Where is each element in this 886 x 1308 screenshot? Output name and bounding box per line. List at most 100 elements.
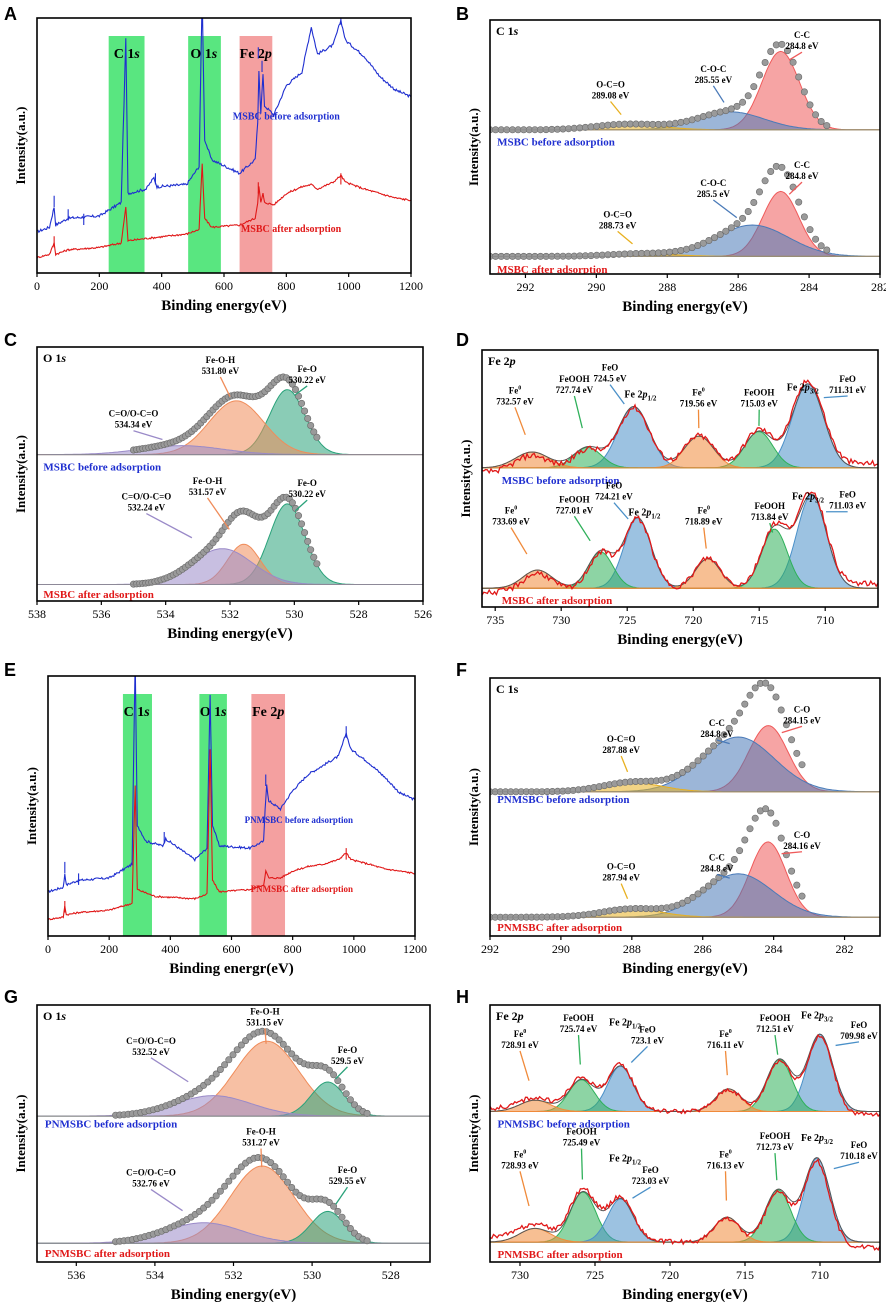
x-tick-label: 288	[658, 280, 676, 294]
data-point	[761, 58, 769, 66]
data-point	[716, 231, 724, 239]
x-tick-label: 532	[225, 1268, 243, 1282]
x-tick-label: 1000	[342, 942, 366, 956]
peak-energy: 531.15 eV	[246, 1017, 284, 1027]
peak-energy: 285.55 eV	[695, 75, 733, 85]
peak-energy: 709.98 eV	[840, 1031, 878, 1041]
orbital-label: Fe 2p3/2	[792, 492, 824, 505]
data-point	[788, 736, 796, 744]
data-point	[229, 1051, 237, 1059]
data-point	[705, 237, 713, 245]
peak-arrow	[724, 1050, 728, 1076]
peak-arrow	[150, 1057, 189, 1083]
data-point	[208, 1196, 216, 1204]
peak-name: Fe-O-H	[250, 1006, 280, 1016]
peak-energy: 287.94 eV	[602, 873, 640, 883]
data-point	[221, 1061, 229, 1069]
peak-name: FeOOH	[559, 374, 590, 384]
data-point	[772, 693, 780, 701]
peak-name: O-C=O	[607, 734, 636, 744]
x-tick-label: 715	[736, 1268, 754, 1282]
peak-name: C=O/O-C=O	[126, 1167, 176, 1177]
x-tick-label: 730	[552, 613, 570, 627]
orbital-label: Fe 2p3/2	[801, 1010, 833, 1023]
x-tick-label: 286	[694, 942, 712, 956]
data-point	[338, 1213, 346, 1221]
panel-label: A	[4, 4, 17, 24]
data-point	[298, 520, 306, 528]
peak-energy: 284.15 eV	[783, 715, 821, 725]
series-label: MSBC after adsorption	[502, 595, 612, 607]
element-band	[251, 694, 286, 936]
x-axis-label: Binding energy(eV)	[622, 1287, 747, 1303]
data-point	[225, 1177, 233, 1185]
peak-energy: 712.73 eV	[756, 1142, 794, 1152]
panel-title: C 1s	[496, 682, 519, 696]
plot-area: C 1s O 1s Fe 2p MSBC before adsorption MSBC …	[37, 18, 411, 273]
band-label: Fe 2p	[240, 47, 272, 62]
band-label: C 1s	[124, 705, 151, 720]
x-axis-label: Binding energy(eV)	[167, 626, 292, 642]
x-tick-label: 282	[836, 942, 854, 956]
data-point	[736, 847, 744, 855]
data-point	[237, 1041, 245, 1049]
data-point	[793, 749, 801, 757]
data-point	[294, 512, 302, 520]
peak-arrow	[335, 1186, 349, 1205]
peak-arrow	[146, 513, 193, 539]
peak-arrow	[716, 873, 730, 879]
peak-name: C-C	[794, 160, 810, 170]
data-point	[788, 867, 796, 875]
peak-energy: 287.88 eV	[602, 745, 640, 755]
data-point	[783, 47, 791, 55]
x-tick-label: 528	[350, 607, 368, 621]
panel-label: D	[456, 330, 469, 350]
data-point	[727, 224, 735, 232]
data-point	[730, 717, 738, 725]
peak-name: C-O	[794, 830, 811, 840]
data-point	[789, 58, 797, 66]
data-point	[350, 1101, 358, 1109]
y-axis-label: Intensity(a.u.)	[466, 108, 481, 186]
data-point	[710, 742, 718, 750]
data-point	[694, 890, 702, 898]
panel-label: G	[4, 987, 18, 1007]
data-point	[755, 188, 763, 196]
data-point	[704, 747, 712, 755]
peak-energy: 530.22 eV	[288, 489, 326, 499]
peak-name: C=O/O-C=O	[121, 492, 171, 502]
peak-name: FeOOH	[744, 388, 775, 398]
data-point	[817, 242, 825, 250]
plot-frame	[489, 677, 881, 937]
data-point	[666, 248, 674, 256]
peak-name: C-O	[794, 704, 811, 714]
data-point	[772, 819, 780, 827]
peak-energy: 723.1 eV	[631, 1035, 664, 1045]
panel-title: O 1s	[43, 1009, 66, 1023]
peak-arrow	[577, 1035, 581, 1065]
data-point	[684, 896, 692, 904]
peak-energy: 530.22 eV	[288, 375, 326, 385]
peak-name: Fe0	[719, 1029, 732, 1039]
peak-name: FeO	[839, 490, 856, 500]
peak-energy: 284.16 eV	[783, 841, 821, 851]
data-point	[725, 724, 733, 732]
x-tick-label: 720	[684, 613, 702, 627]
data-point	[216, 1187, 224, 1195]
data-point	[767, 47, 775, 55]
fitted-peak	[37, 400, 423, 456]
data-point	[761, 177, 769, 185]
peak-energy: 728.91 eV	[501, 1040, 539, 1050]
x-tick-label: 284	[800, 280, 818, 294]
series-label: MSBC before adsorption	[497, 137, 615, 149]
x-tick-label: 725	[586, 1268, 604, 1282]
data-point	[812, 235, 820, 243]
peak-energy: 529.5 eV	[331, 1056, 364, 1066]
data-point	[233, 1046, 241, 1054]
data-point	[767, 168, 775, 176]
data-point	[310, 428, 318, 436]
data-point	[677, 118, 685, 126]
element-band	[188, 36, 221, 273]
peak-arrow	[835, 1041, 860, 1047]
